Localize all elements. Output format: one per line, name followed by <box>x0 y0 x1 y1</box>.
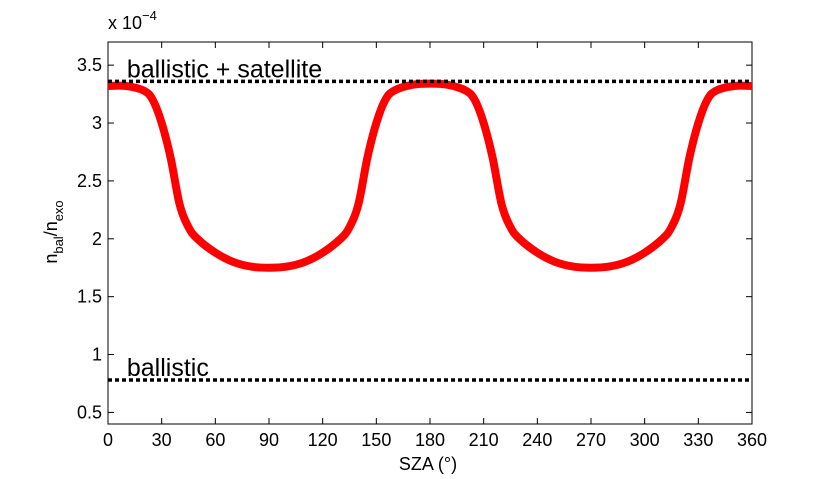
x-tick-label: 0 <box>103 430 113 450</box>
x-tick-label: 300 <box>630 430 660 450</box>
x-tick-label: 180 <box>415 430 445 450</box>
y-multiplier: x 10−4 <box>108 8 157 33</box>
y-axis-label-base: n <box>41 254 61 264</box>
y-tick-label: 1 <box>92 345 102 365</box>
y-tick-label: 2.5 <box>77 171 102 191</box>
y-axis-label-slash: /n <box>41 221 61 236</box>
y-axis-label-sub1: bal <box>51 236 66 253</box>
data-series-line <box>107 79 753 272</box>
annotation-layer: ballistic + satellite ballistic <box>127 55 322 382</box>
y-tick-label: 3 <box>92 113 102 133</box>
y-multiplier-exponent: −4 <box>142 8 157 23</box>
x-tick-label: 270 <box>576 430 606 450</box>
y-axis-label-sub2: exo <box>51 200 66 221</box>
x-tick-label: 240 <box>522 430 552 450</box>
x-tick-label: 90 <box>259 430 279 450</box>
plot-frame <box>107 41 753 425</box>
x-tick-label: 150 <box>361 430 391 450</box>
x-tick-label: 210 <box>469 430 499 450</box>
annotation-label: ballistic <box>127 354 209 382</box>
x-tick-label: 30 <box>152 430 172 450</box>
x-tick-label: 360 <box>737 430 767 450</box>
y-axis-label: nbal/nexo <box>41 200 66 263</box>
x-axis-label: SZA (°) <box>399 454 457 474</box>
y-multiplier-prefix: x 10 <box>108 13 142 33</box>
y-tick-label: 0.5 <box>77 402 102 422</box>
plot-area: 0 30 60 90 120 150 180 210 240 270 300 330 360 0.5 1 1.… <box>77 41 767 450</box>
x-tick-label: 330 <box>683 430 713 450</box>
ticks-layer: 0 30 60 90 120 150 180 210 240 270 300 330 360 0.5 1 1.… <box>77 42 767 450</box>
x-tick-label: 120 <box>308 430 338 450</box>
y-tick-label: 2 <box>92 229 102 249</box>
annotation-label: ballistic + satellite <box>127 55 322 83</box>
series-layer <box>107 79 753 382</box>
y-tick-label: 1.5 <box>77 287 102 307</box>
x-tick-label: 60 <box>205 430 225 450</box>
y-tick-label: 3.5 <box>77 55 102 75</box>
